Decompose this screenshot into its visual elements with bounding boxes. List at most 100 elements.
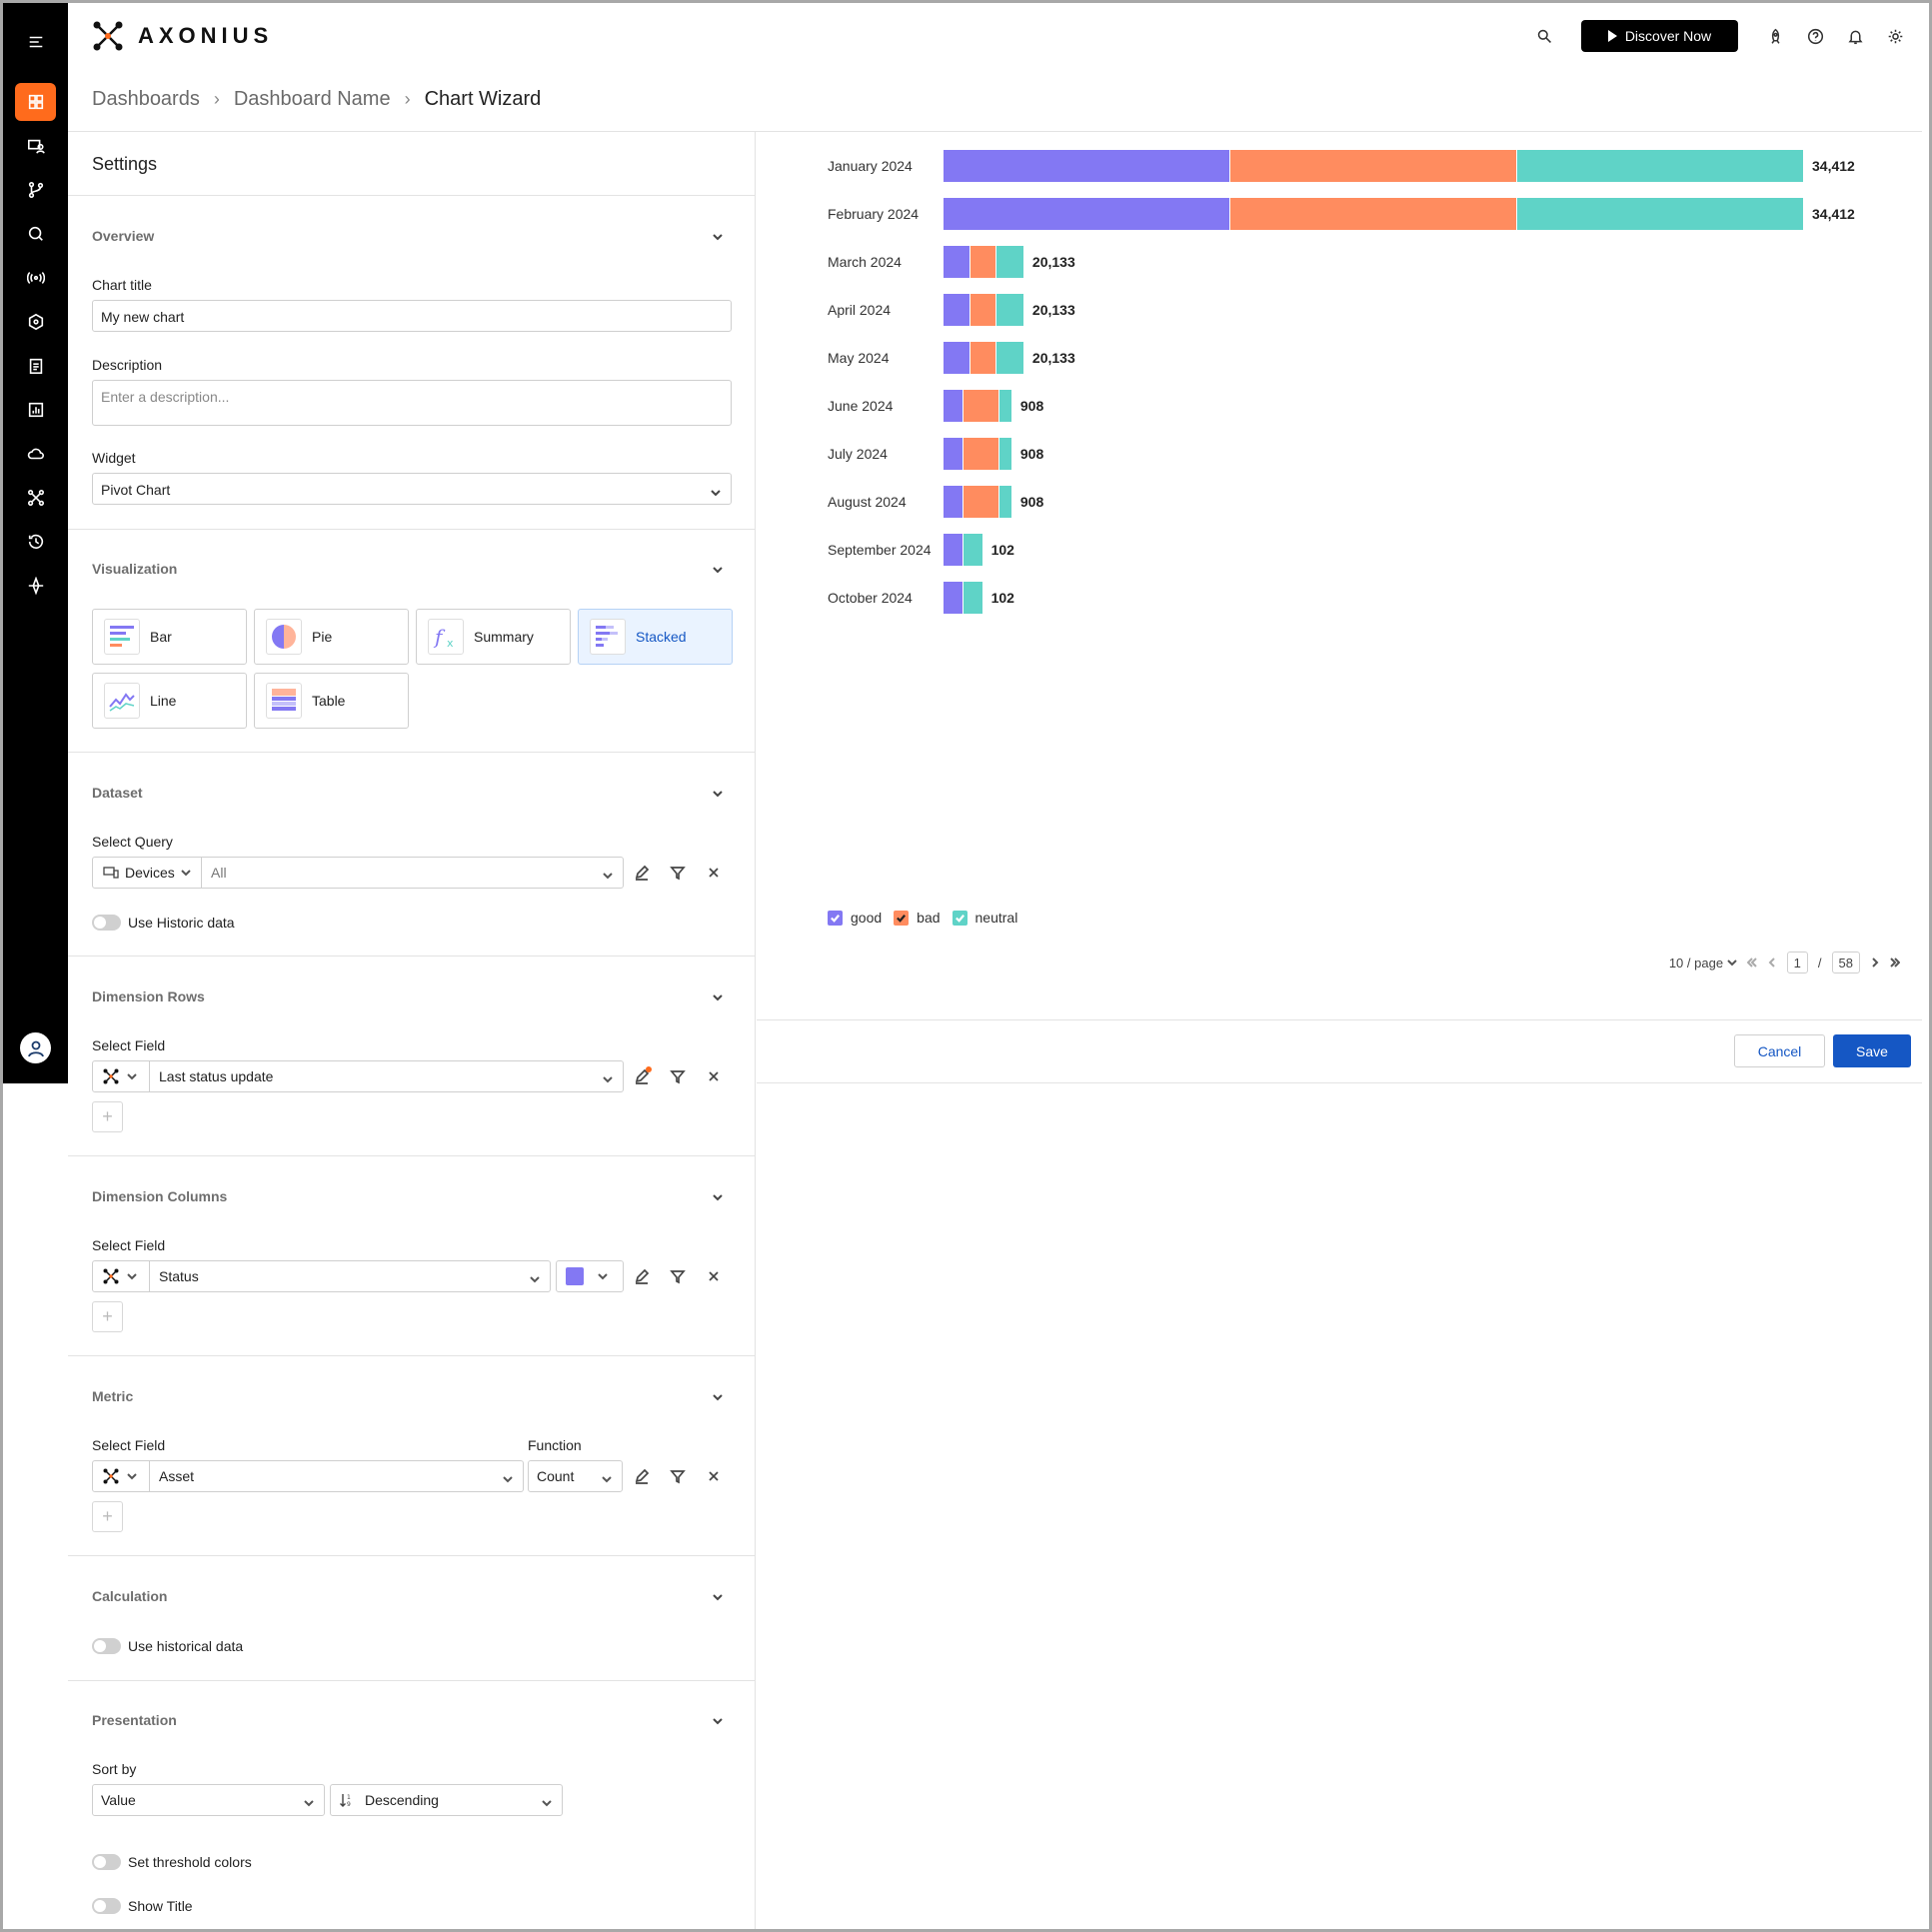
field-source-select[interactable] — [92, 1060, 150, 1092]
metric-heading[interactable]: Metric — [92, 1388, 134, 1404]
bar-segment-bad[interactable] — [963, 438, 998, 470]
viz-option-bar[interactable]: Bar — [92, 609, 247, 665]
historical-data-toggle[interactable] — [92, 1638, 121, 1654]
dimension-columns-heading[interactable]: Dimension Columns — [92, 1188, 228, 1204]
bar-segment-good[interactable] — [944, 198, 1229, 230]
show-title-toggle[interactable] — [92, 1898, 121, 1914]
bar-segment-good[interactable] — [944, 294, 969, 326]
current-page-input[interactable]: 1 — [1786, 952, 1808, 973]
analytics-icon[interactable] — [15, 391, 56, 429]
edit-icon[interactable] — [632, 863, 652, 883]
bar-segment-neutral[interactable] — [996, 294, 1023, 326]
first-page-icon[interactable] — [1746, 956, 1757, 970]
cloud-icon[interactable] — [15, 435, 56, 473]
close-icon[interactable] — [704, 863, 724, 883]
entity-select[interactable]: Devices — [92, 857, 202, 889]
viz-option-pie[interactable]: Pie — [254, 609, 409, 665]
bar-segment-bad[interactable] — [969, 246, 996, 278]
filter-icon[interactable] — [668, 1266, 688, 1286]
bar-segment-good[interactable] — [944, 534, 963, 566]
bar-segment-neutral[interactable] — [963, 582, 982, 614]
widget-select[interactable]: Pivot Chart — [92, 473, 732, 505]
dimension-columns-field-select[interactable]: Status — [150, 1260, 551, 1292]
viz-option-stacked[interactable]: Stacked — [578, 609, 733, 665]
overview-heading[interactable]: Overview — [92, 228, 155, 244]
help-icon[interactable] — [1804, 25, 1826, 47]
breadcrumb-dashboard-name[interactable]: Dashboard Name — [233, 88, 391, 110]
save-button[interactable]: Save — [1833, 1034, 1911, 1067]
bar-segment-neutral[interactable] — [1517, 198, 1803, 230]
next-page-icon[interactable] — [1870, 956, 1880, 970]
page-size-select[interactable]: 10 / page — [1669, 956, 1737, 970]
filter-icon[interactable] — [668, 1466, 688, 1486]
filter-icon[interactable] — [668, 1066, 688, 1086]
bar-segment-bad[interactable] — [963, 390, 998, 422]
add-metric-button[interactable]: + — [92, 1501, 123, 1532]
chevron-down-icon[interactable] — [712, 990, 723, 1001]
bar-segment-neutral[interactable] — [1517, 150, 1803, 182]
axonius-logo[interactable]: AXONIUS — [92, 20, 273, 52]
historic-data-toggle[interactable] — [92, 915, 121, 931]
history-icon[interactable] — [15, 523, 56, 561]
close-icon[interactable] — [704, 1066, 724, 1086]
last-page-icon[interactable] — [1890, 956, 1901, 970]
chart-title-input[interactable]: My new chart — [92, 300, 732, 332]
field-source-select[interactable] — [92, 1260, 150, 1292]
close-icon[interactable] — [704, 1266, 724, 1286]
dimension-rows-field-select[interactable]: Last status update — [150, 1060, 624, 1092]
search-icon[interactable] — [1533, 25, 1555, 47]
edit-icon[interactable] — [632, 1466, 652, 1486]
bar-segment-neutral[interactable] — [998, 390, 1011, 422]
dataset-heading[interactable]: Dataset — [92, 785, 143, 801]
prev-page-icon[interactable] — [1767, 956, 1777, 970]
bar-segment-good[interactable] — [944, 486, 963, 518]
viz-option-line[interactable]: Line — [92, 673, 247, 729]
color-picker[interactable] — [556, 1260, 624, 1292]
bar-segment-bad[interactable] — [1229, 198, 1517, 230]
metric-field-select[interactable]: Asset — [150, 1460, 524, 1492]
bar-segment-bad[interactable] — [969, 342, 996, 374]
viz-option-table[interactable]: Table — [254, 673, 409, 729]
reports-icon[interactable] — [15, 347, 56, 385]
edit-icon[interactable] — [632, 1066, 652, 1086]
metric-function-select[interactable]: Count — [528, 1460, 623, 1492]
connections-icon[interactable] — [15, 479, 56, 517]
explore-icon[interactable] — [15, 567, 56, 605]
bar-segment-good[interactable] — [944, 246, 969, 278]
bar-segment-bad[interactable] — [969, 294, 996, 326]
chevron-down-icon[interactable] — [712, 563, 723, 574]
adapters-icon[interactable] — [15, 259, 56, 297]
rocket-icon[interactable] — [1764, 25, 1786, 47]
query-icon[interactable] — [15, 215, 56, 253]
cancel-button[interactable]: Cancel — [1734, 1034, 1825, 1067]
close-icon[interactable] — [704, 1466, 724, 1486]
bell-icon[interactable] — [1844, 25, 1866, 47]
sort-field-select[interactable]: Value — [92, 1784, 325, 1816]
add-column-button[interactable]: + — [92, 1301, 123, 1332]
bar-segment-neutral[interactable] — [963, 534, 982, 566]
add-row-button[interactable]: + — [92, 1101, 123, 1132]
chevron-down-icon[interactable] — [712, 1714, 723, 1725]
description-textarea[interactable]: Enter a description... — [92, 380, 732, 426]
user-avatar[interactable] — [20, 1032, 51, 1063]
field-source-select[interactable] — [92, 1460, 150, 1492]
bar-segment-neutral[interactable] — [998, 438, 1011, 470]
threshold-colors-toggle[interactable] — [92, 1854, 121, 1870]
bar-segment-good[interactable] — [944, 438, 963, 470]
bar-segment-neutral[interactable] — [998, 486, 1011, 518]
bar-segment-neutral[interactable] — [996, 342, 1023, 374]
legend-item-good[interactable]: good — [828, 910, 882, 926]
bar-segment-good[interactable] — [944, 150, 1229, 182]
discover-now-button[interactable]: Discover Now — [1581, 20, 1738, 52]
chevron-down-icon[interactable] — [712, 787, 723, 798]
legend-item-bad[interactable]: bad — [894, 910, 941, 926]
dashboard-icon[interactable] — [15, 83, 56, 121]
chevron-down-icon[interactable] — [712, 230, 723, 241]
checkbox-checked-icon[interactable] — [952, 910, 967, 926]
assets-icon[interactable] — [15, 127, 56, 165]
legend-item-neutral[interactable]: neutral — [952, 910, 1017, 926]
edit-icon[interactable] — [632, 1266, 652, 1286]
bar-segment-bad[interactable] — [963, 486, 998, 518]
